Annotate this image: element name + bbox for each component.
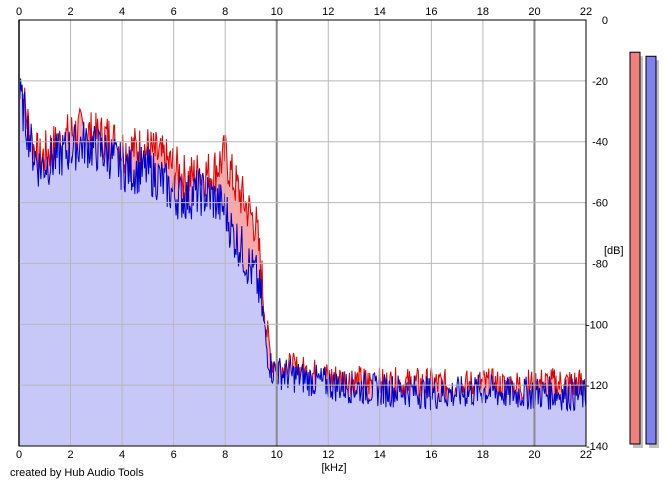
x-tick-top-14: 14: [374, 6, 386, 18]
plot-frame: [18, 19, 587, 447]
x-tick-bottom-22: 22: [580, 449, 592, 461]
y-tick--80: -80: [592, 258, 608, 270]
x-tick-bottom-18: 18: [477, 449, 489, 461]
x-tick-top-8: 8: [222, 6, 228, 18]
y-axis-label: [dB]: [604, 245, 624, 257]
x-tick-bottom-16: 16: [425, 449, 437, 461]
y-tick--60: -60: [592, 198, 608, 210]
credit-text: created by Hub Audio Tools: [10, 467, 144, 479]
x-tick-top-4: 4: [119, 6, 125, 18]
series-line-1: [19, 78, 587, 412]
x-tick-bottom-0: 0: [16, 449, 22, 461]
y-tick--20: -20: [592, 76, 608, 88]
x-tick-top-18: 18: [477, 6, 489, 18]
y-ticks: 0 -20 -40 -60 -80 -100 -120 -140: [586, 15, 608, 453]
x-tick-bottom-10: 10: [271, 449, 283, 461]
series-layer: [18, 78, 587, 447]
x-axis-label: [kHz]: [321, 462, 346, 474]
x-tick-bottom-4: 4: [119, 449, 125, 461]
x-tick-bottom-14: 14: [374, 449, 386, 461]
meter-bar-0: [629, 51, 641, 445]
x-tick-top-16: 16: [425, 6, 437, 18]
y-tick--120: -120: [586, 380, 608, 392]
x-tick-bottom-20: 20: [528, 449, 540, 461]
x-tick-bottom-6: 6: [171, 449, 177, 461]
level-meters: [629, 51, 659, 449]
x-tick-bottom-12: 12: [322, 449, 334, 461]
x-tick-bottom-2: 2: [67, 449, 73, 461]
y-tick-0: 0: [602, 15, 608, 27]
meter-bar-1: [645, 55, 657, 445]
x-tick-top-22: 22: [580, 6, 592, 18]
y-tick--40: -40: [592, 137, 608, 149]
x-tick-top-10: 10: [271, 6, 283, 18]
x-tick-top-12: 12: [322, 6, 334, 18]
x-tick-top-6: 6: [171, 6, 177, 18]
x-tick-top-0: 0: [16, 6, 22, 18]
x-tick-bottom-8: 8: [222, 449, 228, 461]
x-tick-top-2: 2: [67, 6, 73, 18]
x-tick-top-20: 20: [528, 6, 540, 18]
y-tick--140: -140: [586, 441, 608, 453]
x-ticks-top: 0 2 4 6 8 10 12 14 16 18 20 22: [16, 6, 592, 18]
x-ticks-bottom: 0 2 4 6 8 10 12 14 16 18 20 22: [16, 449, 592, 461]
series-area-1: [19, 78, 586, 447]
y-tick--100: -100: [586, 319, 608, 331]
